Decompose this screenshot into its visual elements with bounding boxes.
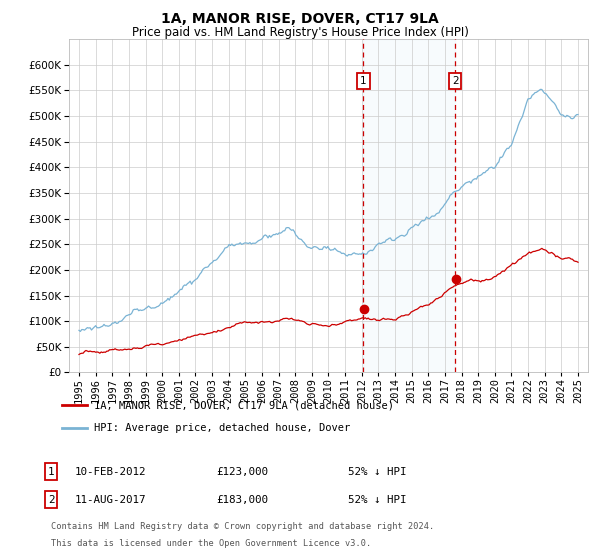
Text: 1A, MANOR RISE, DOVER, CT17 9LA: 1A, MANOR RISE, DOVER, CT17 9LA <box>161 12 439 26</box>
Bar <box>364 39 455 372</box>
Text: 1A, MANOR RISE, DOVER, CT17 9LA (detached house): 1A, MANOR RISE, DOVER, CT17 9LA (detache… <box>94 400 394 410</box>
Text: 10-FEB-2012: 10-FEB-2012 <box>75 466 146 477</box>
Text: Contains HM Land Registry data © Crown copyright and database right 2024.: Contains HM Land Registry data © Crown c… <box>51 522 434 531</box>
Text: 52% ↓ HPI: 52% ↓ HPI <box>348 466 407 477</box>
Text: 2: 2 <box>48 494 54 505</box>
Text: HPI: Average price, detached house, Dover: HPI: Average price, detached house, Dove… <box>94 423 350 433</box>
Text: 11-AUG-2017: 11-AUG-2017 <box>75 494 146 505</box>
Text: Price paid vs. HM Land Registry's House Price Index (HPI): Price paid vs. HM Land Registry's House … <box>131 26 469 39</box>
Text: 1: 1 <box>360 76 367 86</box>
Text: 2: 2 <box>452 76 458 86</box>
Text: This data is licensed under the Open Government Licence v3.0.: This data is licensed under the Open Gov… <box>51 539 371 548</box>
Text: £183,000: £183,000 <box>216 494 268 505</box>
Text: 1: 1 <box>48 466 54 477</box>
Text: 52% ↓ HPI: 52% ↓ HPI <box>348 494 407 505</box>
Text: £123,000: £123,000 <box>216 466 268 477</box>
